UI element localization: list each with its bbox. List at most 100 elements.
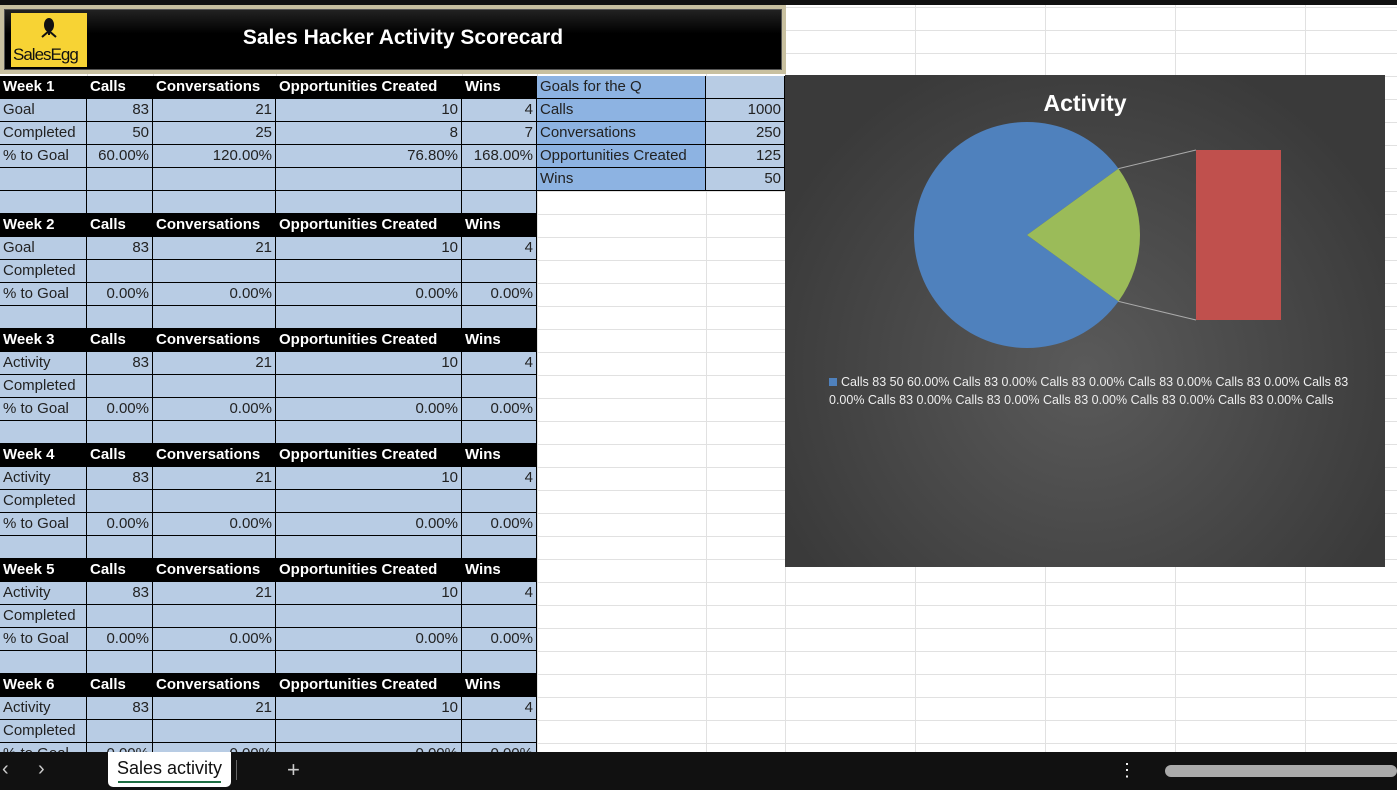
table-cell[interactable]: 4 — [462, 582, 537, 605]
table-cell[interactable]: 4 — [462, 352, 537, 375]
goal-label[interactable]: Wins — [537, 168, 706, 191]
table-cell[interactable]: 4 — [462, 467, 537, 490]
table-cell[interactable] — [276, 536, 462, 559]
row-label[interactable] — [0, 651, 87, 674]
goal-label[interactable]: Opportunities Created — [537, 145, 706, 168]
table-cell[interactable]: 8 — [276, 122, 462, 145]
table-cell[interactable] — [87, 375, 153, 398]
table-cell[interactable] — [153, 306, 276, 329]
table-cell[interactable] — [153, 191, 276, 214]
table-cell[interactable] — [87, 651, 153, 674]
table-cell[interactable] — [87, 168, 153, 191]
column-header[interactable]: Conversations — [153, 329, 276, 352]
row-label[interactable]: Activity — [0, 352, 87, 375]
row-label[interactable]: Completed — [0, 375, 87, 398]
column-header[interactable]: Conversations — [153, 674, 276, 697]
row-label[interactable]: % to Goal — [0, 398, 87, 421]
column-header[interactable]: Opportunities Created — [276, 329, 462, 352]
table-cell[interactable]: 60.00% — [87, 145, 153, 168]
table-cell[interactable] — [276, 720, 462, 743]
table-cell[interactable]: 0.00% — [462, 283, 537, 306]
column-header[interactable]: Wins — [462, 559, 537, 582]
table-cell[interactable]: 0.00% — [462, 628, 537, 651]
row-label[interactable]: Activity — [0, 582, 87, 605]
activity-chart[interactable]: Activity Calls 83 50 60.00% Calls 83 0.0… — [785, 75, 1385, 567]
column-header[interactable]: Opportunities Created — [276, 444, 462, 467]
goal-value[interactable]: 250 — [706, 122, 785, 145]
prev-sheet-button[interactable]: ‹ — [2, 758, 9, 780]
table-cell[interactable] — [276, 375, 462, 398]
table-cell[interactable] — [462, 421, 537, 444]
week-label[interactable]: Week 3 — [0, 329, 87, 352]
horizontal-scrollbar[interactable] — [1165, 765, 1397, 777]
table-cell[interactable]: 0.00% — [87, 628, 153, 651]
table-cell[interactable]: 10 — [276, 467, 462, 490]
row-label[interactable] — [0, 421, 87, 444]
table-cell[interactable]: 4 — [462, 697, 537, 720]
more-options-icon[interactable]: ⋮ — [1118, 760, 1136, 780]
column-header[interactable]: Opportunities Created — [276, 559, 462, 582]
row-label[interactable]: Activity — [0, 697, 87, 720]
table-cell[interactable] — [153, 375, 276, 398]
table-cell[interactable] — [462, 375, 537, 398]
table-cell[interactable] — [87, 260, 153, 283]
table-cell[interactable]: 10 — [276, 582, 462, 605]
table-cell[interactable]: 0.00% — [276, 283, 462, 306]
row-label[interactable] — [0, 168, 87, 191]
column-header[interactable]: Wins — [462, 76, 537, 99]
table-cell[interactable] — [87, 191, 153, 214]
goals-header-blank[interactable] — [706, 76, 785, 99]
row-label[interactable]: Completed — [0, 260, 87, 283]
tab-sales-activity[interactable]: Sales activity — [108, 752, 231, 787]
goal-value[interactable]: 125 — [706, 145, 785, 168]
column-header[interactable]: Wins — [462, 674, 537, 697]
column-header[interactable]: Conversations — [153, 76, 276, 99]
row-label[interactable] — [0, 306, 87, 329]
table-cell[interactable]: 10 — [276, 237, 462, 260]
table-cell[interactable] — [87, 605, 153, 628]
table-cell[interactable]: 83 — [87, 352, 153, 375]
column-header[interactable]: Conversations — [153, 559, 276, 582]
row-label[interactable]: Activity — [0, 467, 87, 490]
table-cell[interactable] — [153, 260, 276, 283]
table-cell[interactable] — [153, 536, 276, 559]
table-cell[interactable]: 7 — [462, 122, 537, 145]
table-cell[interactable] — [462, 651, 537, 674]
week-label[interactable]: Week 2 — [0, 214, 87, 237]
table-cell[interactable] — [153, 168, 276, 191]
table-cell[interactable]: 83 — [87, 237, 153, 260]
row-label[interactable]: Goal — [0, 99, 87, 122]
table-cell[interactable] — [276, 191, 462, 214]
goals-header[interactable]: Goals for the Q — [537, 76, 706, 99]
table-cell[interactable]: 21 — [153, 99, 276, 122]
column-header[interactable]: Calls — [87, 559, 153, 582]
goal-label[interactable]: Conversations — [537, 122, 706, 145]
table-cell[interactable]: 21 — [153, 697, 276, 720]
table-cell[interactable]: 0.00% — [276, 628, 462, 651]
column-header[interactable]: Calls — [87, 329, 153, 352]
row-label[interactable]: Completed — [0, 490, 87, 513]
row-label[interactable]: % to Goal — [0, 283, 87, 306]
table-cell[interactable] — [462, 605, 537, 628]
table-cell[interactable]: 83 — [87, 99, 153, 122]
column-header[interactable]: Calls — [87, 444, 153, 467]
column-header[interactable]: Conversations — [153, 214, 276, 237]
row-label[interactable] — [0, 191, 87, 214]
table-cell[interactable]: 21 — [153, 352, 276, 375]
table-cell[interactable]: 0.00% — [276, 398, 462, 421]
table-cell[interactable] — [462, 490, 537, 513]
row-label[interactable]: % to Goal — [0, 628, 87, 651]
week-label[interactable]: Week 5 — [0, 559, 87, 582]
table-cell[interactable]: 76.80% — [276, 145, 462, 168]
table-cell[interactable]: 50 — [87, 122, 153, 145]
table-cell[interactable] — [153, 605, 276, 628]
table-cell[interactable]: 0.00% — [153, 283, 276, 306]
table-cell[interactable]: 0.00% — [87, 398, 153, 421]
table-cell[interactable] — [462, 720, 537, 743]
table-cell[interactable] — [276, 490, 462, 513]
column-header[interactable]: Wins — [462, 329, 537, 352]
table-cell[interactable]: 4 — [462, 99, 537, 122]
table-cell[interactable]: 0.00% — [153, 398, 276, 421]
table-cell[interactable] — [87, 720, 153, 743]
next-sheet-button[interactable]: › — [38, 758, 45, 780]
